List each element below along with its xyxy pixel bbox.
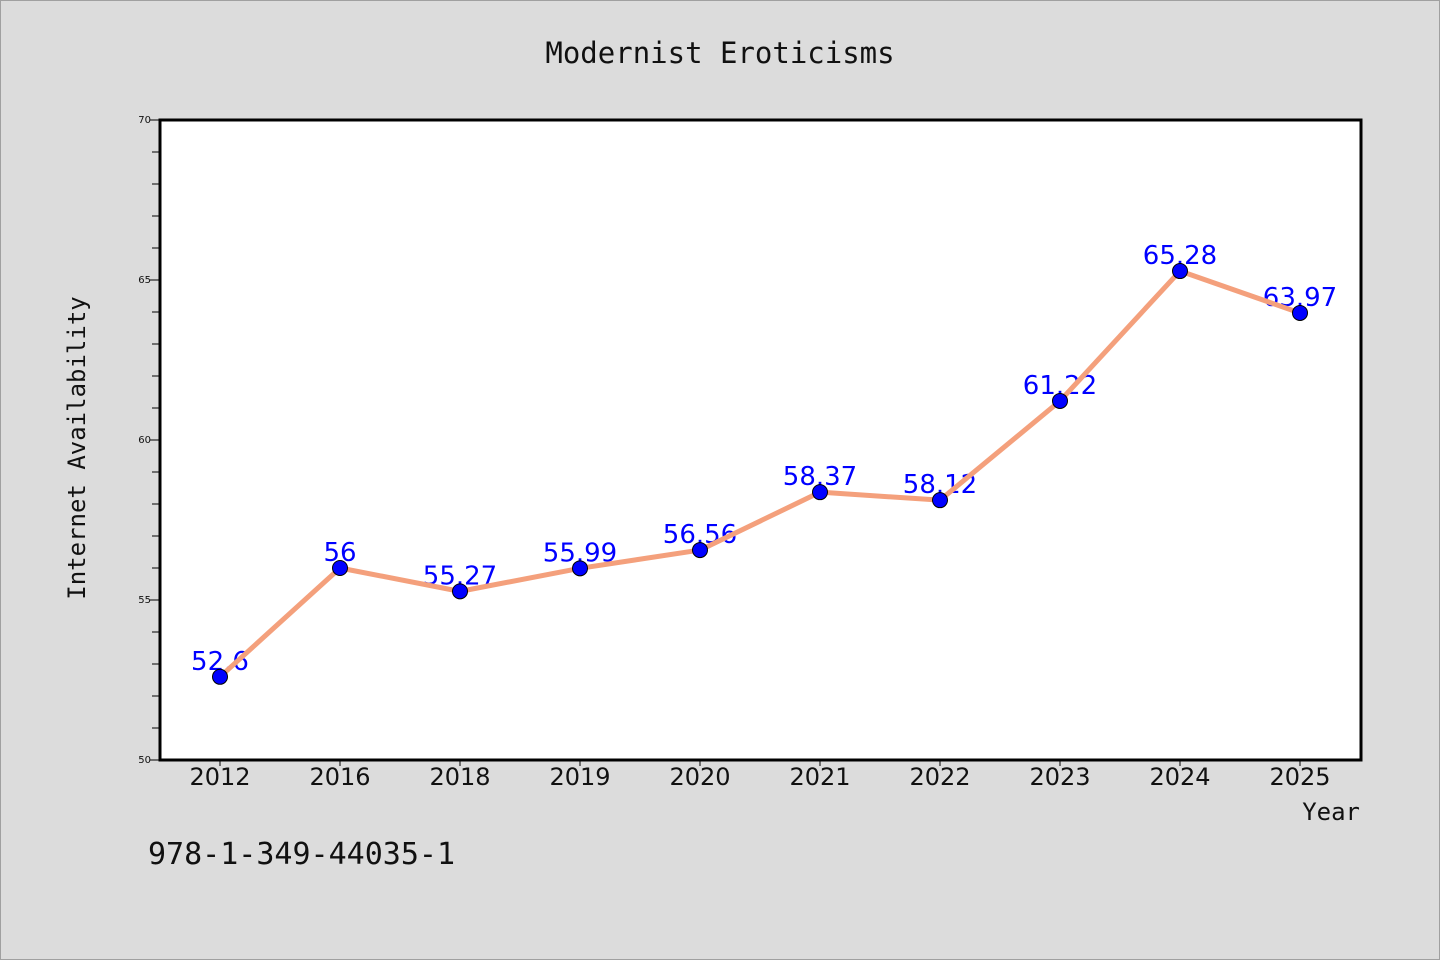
- data-point: [452, 583, 468, 600]
- x-tick-label: 2016: [309, 763, 370, 791]
- x-tick-label: 2018: [429, 763, 490, 791]
- series-line-group: [212, 263, 1308, 685]
- y-axis-label: Internet Availability: [63, 296, 91, 599]
- data-point: [812, 484, 828, 501]
- x-tick-label: 2022: [909, 763, 970, 791]
- data-point: [212, 668, 228, 685]
- y-tick-label: 60: [138, 435, 151, 446]
- y-tick-label: 50: [138, 755, 151, 766]
- data-point: [1052, 392, 1068, 409]
- y-tick-label: 65: [138, 275, 151, 286]
- x-axis: 2012 2016 2018 2019 2020 2021 2022 2023 2024 2025: [189, 760, 1331, 791]
- chart-title: Modernist Eroticisms: [545, 36, 894, 70]
- data-point: [692, 542, 708, 559]
- data-point: [572, 560, 588, 577]
- y-tick-label: 70: [138, 115, 151, 126]
- x-tick-label: 2024: [1149, 763, 1210, 791]
- x-tick-label: 2025: [1269, 763, 1330, 791]
- y-tick-label: 55: [138, 595, 151, 606]
- x-tick-label: 2012: [189, 763, 250, 791]
- data-point: [1292, 304, 1308, 321]
- data-point: [932, 492, 948, 509]
- data-point: [332, 560, 348, 576]
- x-axis-label: Year: [1302, 798, 1360, 826]
- plot-area: [158, 118, 1363, 762]
- series-line: [218, 268, 1301, 679]
- x-tick-label: 2023: [1029, 763, 1090, 791]
- data-point: [1172, 263, 1188, 280]
- x-tick-label: 2021: [789, 763, 850, 791]
- y-axis: 50 55 60 65 70: [138, 115, 160, 766]
- x-tick-label: 2019: [549, 763, 610, 791]
- isbn-caption: 978-1-349-44035-1: [148, 837, 455, 872]
- x-tick-label: 2020: [669, 763, 730, 791]
